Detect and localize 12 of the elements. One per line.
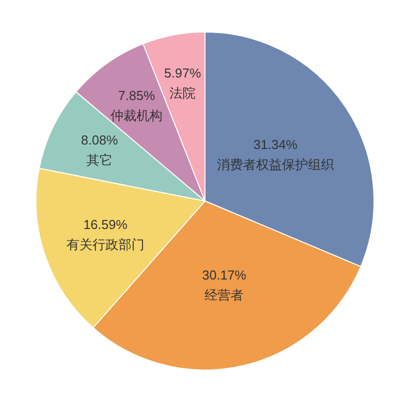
data-label: 31.34% bbox=[253, 136, 298, 152]
data-label: 7.85% bbox=[118, 88, 156, 104]
slice-label: 仲裁机构 bbox=[110, 108, 163, 124]
slice-label: 法院 bbox=[170, 86, 196, 101]
slice-label: 消费者权益保护组织 bbox=[216, 156, 334, 172]
slice-label: 经营者 bbox=[204, 287, 244, 302]
slice-label: 有关行政部门 bbox=[66, 237, 144, 252]
data-label: 30.17% bbox=[202, 267, 247, 282]
slice-label: 其它 bbox=[86, 152, 112, 168]
data-label: 16.59% bbox=[83, 217, 128, 232]
data-label: 8.08% bbox=[81, 132, 118, 148]
data-label: 5.97% bbox=[164, 66, 202, 81]
